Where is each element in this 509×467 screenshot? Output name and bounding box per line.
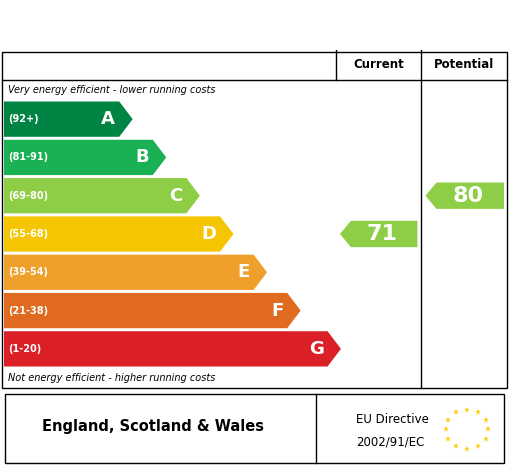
Text: (69-80): (69-80) [8, 191, 48, 201]
Text: B: B [135, 149, 149, 166]
Polygon shape [4, 101, 133, 137]
Text: Not energy efficient - higher running costs: Not energy efficient - higher running co… [8, 373, 215, 383]
Text: 2002/91/EC: 2002/91/EC [356, 436, 425, 449]
Text: 80: 80 [453, 186, 484, 206]
Text: (92+): (92+) [8, 114, 39, 124]
Text: Very energy efficient - lower running costs: Very energy efficient - lower running co… [8, 85, 215, 95]
Text: F: F [271, 302, 283, 319]
Text: C: C [169, 187, 182, 205]
Text: (39-54): (39-54) [8, 267, 48, 277]
Polygon shape [340, 221, 417, 247]
Text: A: A [101, 110, 115, 128]
Text: Potential: Potential [434, 58, 494, 71]
Text: (55-68): (55-68) [8, 229, 48, 239]
Text: (21-38): (21-38) [8, 305, 48, 316]
Text: (1-20): (1-20) [8, 344, 41, 354]
Polygon shape [4, 293, 301, 328]
Text: E: E [237, 263, 249, 281]
Text: England, Scotland & Wales: England, Scotland & Wales [42, 419, 264, 434]
Text: Current: Current [353, 58, 404, 71]
Polygon shape [4, 216, 234, 252]
Polygon shape [4, 140, 166, 175]
Text: (81-91): (81-91) [8, 152, 48, 163]
Text: G: G [308, 340, 324, 358]
Text: 71: 71 [366, 224, 398, 244]
Text: Energy Efficiency Rating: Energy Efficiency Rating [10, 13, 336, 37]
Polygon shape [426, 183, 504, 209]
Polygon shape [4, 255, 267, 290]
Polygon shape [4, 331, 341, 367]
Text: EU Directive: EU Directive [356, 413, 429, 426]
Polygon shape [4, 178, 200, 213]
Text: D: D [201, 225, 216, 243]
